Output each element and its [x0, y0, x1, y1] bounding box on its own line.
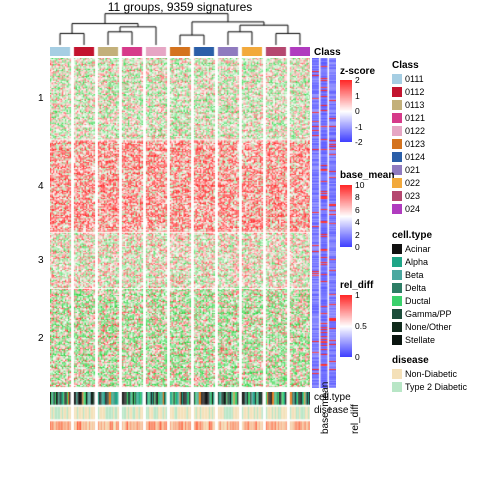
- legend-label: 024: [405, 204, 420, 214]
- legend-label: Acinar: [405, 244, 431, 254]
- row-group-label: 4: [38, 181, 44, 192]
- gradient-tick: 0: [355, 106, 360, 116]
- row-group-label: 3: [38, 255, 44, 266]
- gradient-tick: 1: [355, 290, 360, 300]
- sidebar-title: base_mean: [340, 170, 394, 181]
- legend-label: 021: [405, 165, 420, 175]
- sidebar-title: rel_diff: [340, 280, 373, 291]
- legend-swatch: [392, 335, 402, 345]
- celltype-legend-item: Delta: [392, 283, 426, 293]
- legend-label: Non-Diabetic: [405, 369, 457, 379]
- main-heatmap: [50, 58, 310, 388]
- gradient-legend-base_mean: [340, 185, 352, 247]
- legend-label: 0121: [405, 113, 425, 123]
- row-group-label: 2: [38, 333, 44, 344]
- legend-label: 0113: [405, 100, 424, 110]
- disease-legend-item: Non-Diabetic: [392, 369, 457, 379]
- legend-label: 0112: [405, 87, 424, 97]
- legend-swatch: [392, 204, 402, 214]
- legend-swatch: [392, 244, 402, 254]
- celltype-legend-item: Acinar: [392, 244, 431, 254]
- column-annotation-tracks: [50, 392, 310, 430]
- disease-legend-item: Type 2 Diabetic: [392, 382, 467, 392]
- class-legend-item: 022: [392, 178, 420, 188]
- gradient-tick: 0: [355, 352, 360, 362]
- gradient-tick: 0: [355, 242, 360, 252]
- gradient-tick: 1: [355, 91, 360, 101]
- legend-swatch: [392, 191, 402, 201]
- legend-label: Gamma/PP: [405, 309, 452, 319]
- class-legend-item: 0113: [392, 100, 424, 110]
- class-color-bar: [50, 47, 310, 56]
- class-legend-title: Class: [392, 60, 419, 71]
- class-legend-item: 024: [392, 204, 420, 214]
- gradient-tick: 6: [355, 205, 360, 215]
- legend-swatch: [392, 113, 402, 123]
- legend-swatch: [392, 74, 402, 84]
- legend-swatch: [392, 152, 402, 162]
- class-bar-title: Class: [314, 47, 341, 58]
- row-group-label: 1: [38, 93, 44, 104]
- legend-swatch: [392, 369, 402, 379]
- gradient-tick: 0.5: [355, 321, 367, 331]
- legend-label: 0122: [405, 126, 425, 136]
- class-legend-item: 0124: [392, 152, 425, 162]
- celltype-legend-item: Ductal: [392, 296, 431, 306]
- legend-label: Beta: [405, 270, 424, 280]
- gradient-tick: 2: [355, 230, 360, 240]
- legend-label: Delta: [405, 283, 426, 293]
- legend-swatch: [392, 87, 402, 97]
- gradient-tick: -2: [355, 137, 363, 147]
- class-legend-item: 0122: [392, 126, 425, 136]
- gradient-tick: 8: [355, 192, 360, 202]
- row-annotation-bars: [312, 58, 336, 388]
- legend-label: None/Other: [405, 322, 452, 332]
- class-legend-item: 0121: [392, 113, 425, 123]
- celltype-legend-item: None/Other: [392, 322, 452, 332]
- legend-label: 023: [405, 191, 420, 201]
- legend-label: Type 2 Diabetic: [405, 382, 467, 392]
- legend-label: 0111: [405, 74, 424, 84]
- legend-swatch: [392, 257, 402, 267]
- legend-swatch: [392, 100, 402, 110]
- legend-label: 0124: [405, 152, 425, 162]
- disease-legend-title: disease: [392, 355, 429, 366]
- page-title: 11 groups, 9359 signatures: [50, 0, 310, 14]
- sidebar-title: z-score: [340, 66, 375, 77]
- class-legend-item: 0123: [392, 139, 425, 149]
- bottom-axis-label: rel_diff: [350, 404, 361, 434]
- legend-swatch: [392, 270, 402, 280]
- celltype-legend-item: Stellate: [392, 335, 435, 345]
- class-legend-item: 021: [392, 165, 420, 175]
- column-dendrogram: [50, 12, 310, 47]
- legend-swatch: [392, 296, 402, 306]
- legend-swatch: [392, 126, 402, 136]
- class-legend-item: 0112: [392, 87, 424, 97]
- legend-swatch: [392, 139, 402, 149]
- celltype-legend-item: Alpha: [392, 257, 428, 267]
- legend-label: Ductal: [405, 296, 431, 306]
- gradient-tick: 10: [355, 180, 364, 190]
- legend-swatch: [392, 309, 402, 319]
- gradient-legend-z-score: [340, 80, 352, 142]
- gradient-legend-rel_diff: [340, 295, 352, 357]
- legend-label: Alpha: [405, 257, 428, 267]
- legend-swatch: [392, 382, 402, 392]
- class-legend-item: 0111: [392, 74, 424, 84]
- legend-label: Stellate: [405, 335, 435, 345]
- celltype-legend-item: Gamma/PP: [392, 309, 452, 319]
- celltype-legend-title: cell.type: [392, 230, 432, 241]
- legend-swatch: [392, 283, 402, 293]
- bottom-axis-label: base_mean: [320, 382, 331, 434]
- legend-label: 022: [405, 178, 420, 188]
- legend-label: 0123: [405, 139, 425, 149]
- gradient-tick: -1: [355, 122, 363, 132]
- class-legend-item: 023: [392, 191, 420, 201]
- legend-swatch: [392, 322, 402, 332]
- gradient-tick: 4: [355, 217, 360, 227]
- celltype-legend-item: Beta: [392, 270, 424, 280]
